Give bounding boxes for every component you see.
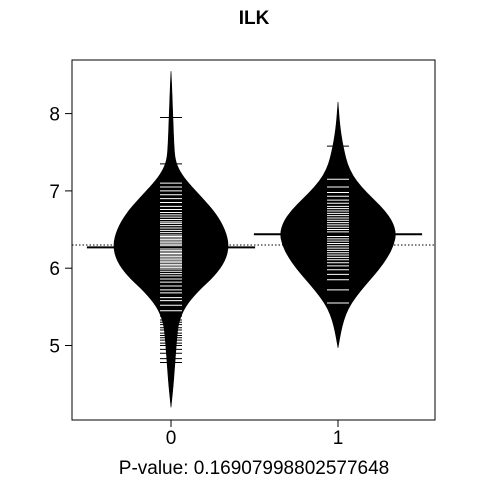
x-axis-tick-label-0: 0 (166, 428, 177, 449)
y-axis-tick-label-7: 7 (49, 182, 60, 203)
chart-title: ILK (239, 8, 270, 29)
y-axis-tick-label-6: 6 (49, 259, 60, 280)
axes: 5 6 7 8 0 1 (49, 105, 343, 449)
x-axis-tick-label-1: 1 (333, 428, 344, 449)
x-axis-label: P-value: 0.16907998802577648 (119, 458, 389, 479)
y-axis-tick-label-5: 5 (49, 337, 60, 358)
y-axis-tick-label-8: 8 (49, 105, 60, 126)
plot-frame (71, 59, 436, 421)
plot-area (72, 71, 435, 408)
